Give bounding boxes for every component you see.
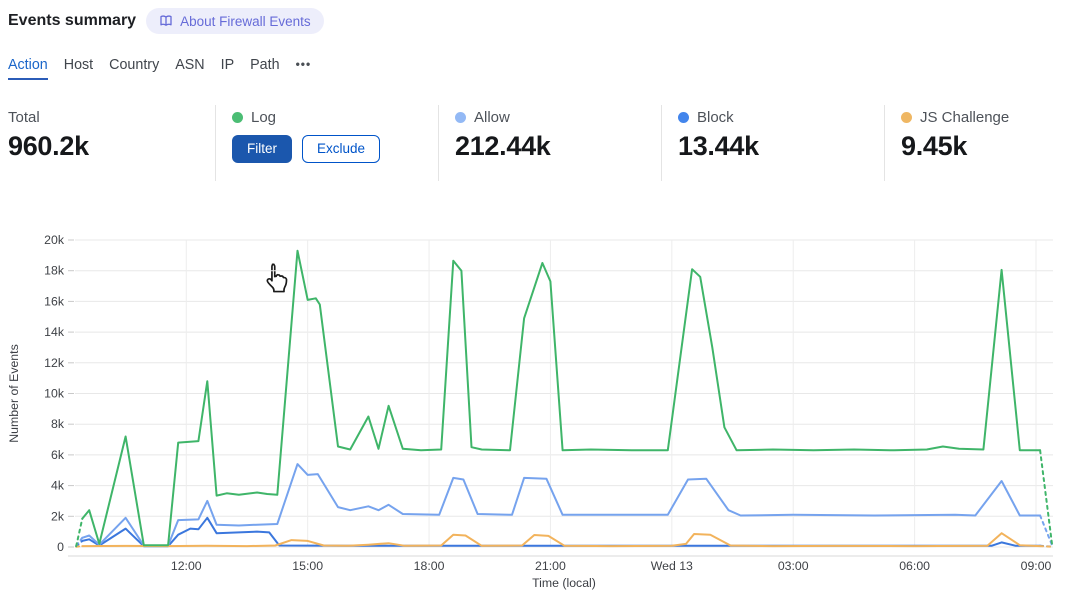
events-chart-container: 0 2k 4k 6k 8k 10k 12k 14k 16k 18k 20k 12:00 15:00 18:… [0, 225, 1068, 598]
svg-text:8k: 8k [51, 417, 65, 431]
log-legend-dot [232, 112, 243, 123]
tab-host[interactable]: Host [63, 57, 94, 73]
tab-ip[interactable]: IP [220, 57, 235, 73]
stat-divider [438, 105, 439, 181]
stat-block-value: 13.44k [678, 131, 759, 161]
svg-text:16k: 16k [44, 294, 65, 308]
filter-button[interactable]: Filter [232, 135, 292, 163]
stat-total: Total 960.2k [8, 109, 89, 162]
svg-text:20k: 20k [44, 233, 65, 247]
tab-action[interactable]: Action [8, 57, 48, 80]
about-badge-label: About Firewall Events [180, 13, 311, 29]
svg-text:12:00: 12:00 [171, 559, 202, 573]
stat-log-label: Log [251, 109, 277, 126]
svg-text:15:00: 15:00 [292, 559, 323, 573]
stat-divider [884, 105, 885, 181]
stat-log[interactable]: Log Filter Exclude [232, 109, 381, 163]
svg-text:6k: 6k [51, 448, 65, 462]
stat-divider [661, 105, 662, 181]
svg-text:06:00: 06:00 [899, 559, 930, 573]
tab-asn[interactable]: ASN [175, 57, 205, 73]
svg-text:18:00: 18:00 [414, 559, 445, 573]
stat-allow-label: Allow [474, 109, 510, 126]
svg-text:0: 0 [57, 540, 64, 554]
svg-text:18k: 18k [44, 264, 65, 278]
page-header: Events summary About Firewall Events [8, 8, 324, 34]
stat-total-label: Total [8, 109, 40, 126]
stats-row: Total 960.2k Log Filter Exclude Allow 21… [0, 103, 1068, 293]
tabs-more-button[interactable]: ••• [295, 57, 312, 71]
svg-text:14k: 14k [44, 325, 65, 339]
tab-path[interactable]: Path [250, 57, 280, 73]
stat-divider [215, 105, 216, 181]
stat-block-label: Block [697, 109, 734, 126]
tab-country[interactable]: Country [109, 57, 160, 73]
js-challenge-legend-dot [901, 112, 912, 123]
svg-text:2k: 2k [51, 509, 65, 523]
svg-text:Time (local): Time (local) [532, 576, 596, 590]
svg-text:Number of Events: Number of Events [7, 344, 21, 442]
svg-text:Wed 13: Wed 13 [651, 559, 693, 573]
page-title: Events summary [8, 12, 137, 29]
svg-text:4k: 4k [51, 479, 65, 493]
allow-legend-dot [455, 112, 466, 123]
exclude-button[interactable]: Exclude [302, 135, 381, 163]
stat-allow[interactable]: Allow 212.44k [455, 109, 551, 162]
block-legend-dot [678, 112, 689, 123]
svg-text:09:00: 09:00 [1021, 559, 1052, 573]
stat-block[interactable]: Block 13.44k [678, 109, 759, 162]
stat-js-challenge-value: 9.45k [901, 131, 968, 161]
dimension-tabs: Action Host Country ASN IP Path ••• [8, 57, 311, 80]
svg-text:03:00: 03:00 [778, 559, 809, 573]
book-icon [160, 15, 172, 26]
stat-js-challenge-label: JS Challenge [920, 109, 1010, 126]
events-timeseries-chart[interactable]: 0 2k 4k 6k 8k 10k 12k 14k 16k 18k 20k 12:00 15:00 18:… [0, 225, 1068, 598]
stat-allow-value: 212.44k [455, 131, 551, 161]
svg-text:21:00: 21:00 [535, 559, 566, 573]
svg-text:12k: 12k [44, 356, 65, 370]
about-firewall-events-link[interactable]: About Firewall Events [146, 8, 324, 34]
stat-js-challenge[interactable]: JS Challenge 9.45k [901, 109, 1009, 162]
svg-text:10k: 10k [44, 387, 65, 401]
stat-total-value: 960.2k [8, 131, 89, 161]
